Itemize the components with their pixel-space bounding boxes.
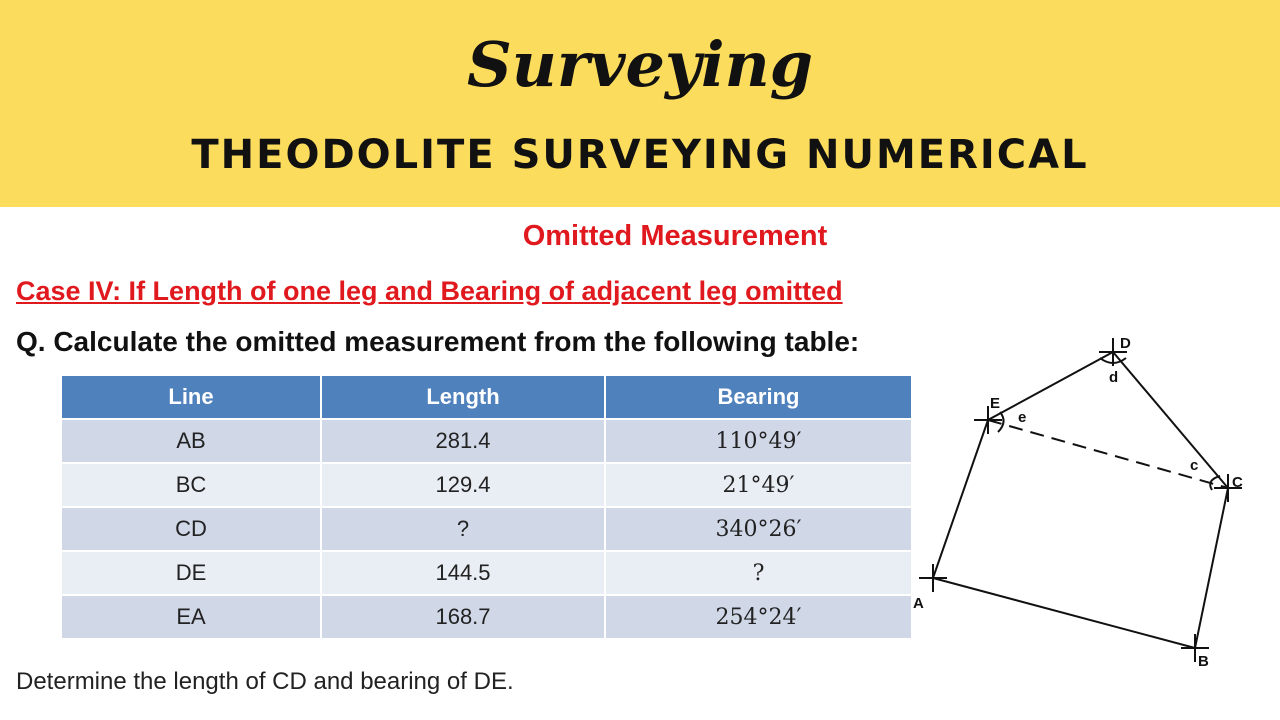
angle-arc (1099, 357, 1127, 364)
subtitle: THEODOLITE SURVEYING NUMERICAL (191, 132, 1089, 178)
header-row: Line Length Bearing (62, 376, 911, 418)
table-row: DE 144.5? (62, 552, 911, 594)
angle-arc (997, 411, 1005, 433)
table-cell: 21°49′ (606, 464, 911, 506)
station-label: C (1232, 474, 1243, 491)
table-row: AB 281.4 110°49′ (62, 420, 911, 462)
note: Determine the length of CD and bearing o… (16, 668, 514, 695)
table-cell: 254°24′ (606, 596, 911, 638)
table-cell: EA (62, 596, 320, 638)
table-row: EA 168.7 254°24′ (62, 596, 911, 638)
table-cell: DE (62, 552, 320, 594)
table-cell: 340°26′ (606, 508, 911, 550)
header: Surveying THEODOLITE SURVEYING NUMERICAL (0, 0, 1280, 207)
question: Q. Calculate the omitted measurement fro… (16, 326, 860, 357)
case-heading: Case IV: If Length of one leg and Bearin… (16, 276, 843, 306)
traverse-lines (932, 350, 1230, 650)
column-header: Line (62, 376, 320, 418)
column-header: Length (322, 376, 604, 418)
angle-label: c (1190, 457, 1198, 474)
table-cell: 281.4 (322, 420, 604, 462)
table-cell: ? (606, 552, 911, 594)
station-label: A (913, 595, 924, 612)
section-title: Omitted Measurement (522, 220, 828, 252)
station-label: E (990, 395, 1000, 412)
table-cell: AB (62, 420, 320, 462)
table-cell: 168.7 (322, 596, 604, 638)
table-cell: 129.4 (322, 464, 604, 506)
angle-label: d (1109, 369, 1118, 386)
station-label: B (1198, 653, 1209, 670)
table-row: BC 129.4 21°49′ (62, 464, 911, 506)
angle-label: e (1018, 409, 1026, 426)
station-label: D (1120, 335, 1131, 352)
station-marks (919, 338, 1242, 662)
closing-line (987, 419, 1229, 489)
table-cell: ? (322, 508, 604, 550)
table-row: CD? 340°26′ (62, 508, 911, 550)
traverse-diagram: A B C D Ec d e (913, 335, 1243, 670)
column-header: Bearing (606, 376, 911, 418)
table-cell: 110°49′ (606, 420, 911, 462)
table-cell: 144.5 (322, 552, 604, 594)
table-cell: CD (62, 508, 320, 550)
angle-arc (1209, 475, 1221, 491)
title: Surveying (467, 28, 813, 101)
traverse-table: Line Length Bearing AB 281.4 110°49′ BC 129.4 2… (60, 374, 913, 640)
table-cell: BC (62, 464, 320, 506)
